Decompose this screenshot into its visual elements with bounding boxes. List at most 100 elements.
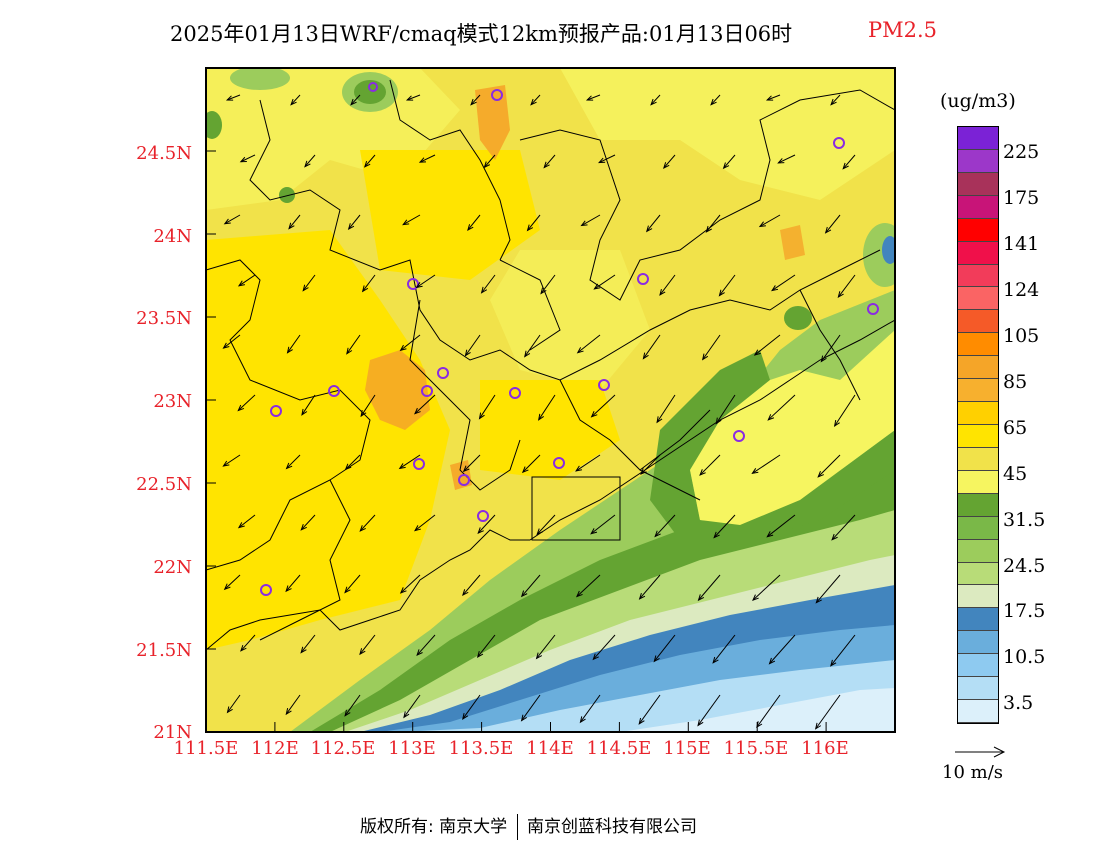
site-marker: [270, 405, 282, 417]
wind-arrow: [659, 274, 676, 296]
site-marker: [733, 430, 745, 442]
wind-arrow: [465, 334, 481, 356]
site-marker: [833, 137, 845, 149]
reference-vector-label: 10 m/s: [942, 762, 1003, 783]
colorbar-cell: [958, 447, 998, 471]
wind-arrow: [462, 694, 481, 720]
field-yellow-north: [360, 150, 540, 280]
wind-arrow: [646, 214, 661, 232]
hotspot-east: [780, 225, 805, 260]
field-patch-east: [784, 306, 812, 330]
wind-arrowhead: [638, 592, 646, 600]
wind-arrow: [702, 334, 721, 360]
wind-arrow: [484, 154, 496, 168]
wind-arrowhead: [301, 408, 308, 416]
wind-arrow: [301, 394, 316, 416]
wind-arrow: [400, 574, 421, 594]
wind-arrowhead: [415, 282, 423, 289]
site-marker: [553, 457, 565, 469]
wind-arrow: [302, 274, 316, 291]
wind-arrow: [598, 154, 616, 163]
lat-label: 21.5N: [136, 640, 192, 661]
wind-arrow: [345, 454, 361, 470]
wind-arrowhead: [535, 652, 543, 660]
wind-arrow: [399, 454, 421, 469]
wind-arrow: [224, 214, 241, 225]
wind-arrowhead: [752, 594, 759, 601]
wind-arrowhead: [699, 469, 706, 476]
lat-label: 24N: [153, 226, 192, 247]
wind-arrow: [581, 214, 601, 226]
wind-arrowhead: [403, 711, 410, 719]
wind-arrowhead: [300, 646, 307, 654]
wind-arrowhead: [753, 349, 761, 356]
wind-arrow: [540, 274, 556, 294]
wind-arrowhead: [237, 280, 245, 287]
colorbar-label: 65: [1003, 417, 1028, 439]
colorbar-cell: [958, 700, 998, 723]
wind-arrow: [348, 214, 361, 230]
colorbar-cell: [958, 608, 998, 632]
wind-arrow: [590, 514, 616, 535]
wind-arrowhead: [402, 219, 410, 226]
wind-arrow: [344, 694, 361, 716]
wind-arrow: [653, 634, 676, 662]
wind-arrowhead: [536, 528, 543, 536]
wind-arrowhead: [462, 712, 469, 720]
wind-arrowhead: [239, 156, 247, 163]
colorbar-cell: [958, 241, 998, 265]
colorbar-cell: [958, 264, 998, 288]
wind-arrowhead: [830, 98, 837, 106]
wind-arrow: [240, 634, 256, 652]
wind-arrow: [527, 214, 541, 231]
lon-label: 115E: [663, 738, 711, 759]
wind-arrowhead: [653, 655, 660, 663]
wind-arrowhead: [638, 717, 645, 725]
wind-arrowhead: [697, 594, 705, 602]
colorbar-label: 175: [1003, 187, 1040, 209]
wind-arrow: [521, 694, 541, 721]
wind-arrow: [285, 574, 301, 592]
lon-label: 111.5E: [173, 738, 239, 759]
wind-arrow: [766, 94, 781, 101]
wind-arrowhead: [543, 161, 550, 169]
wind-arrow: [837, 274, 856, 298]
wind-arrowhead: [346, 347, 353, 355]
wind-arrowhead: [713, 531, 720, 539]
wind-arrowhead: [418, 157, 427, 163]
wind-arrow: [699, 454, 721, 476]
wind-arrowhead: [462, 465, 470, 473]
colorbar-cell: [958, 677, 998, 701]
wind-arrowhead: [414, 407, 421, 415]
wind-arrow: [287, 334, 301, 353]
wind-arrowhead: [399, 344, 407, 352]
site-marker: [509, 387, 521, 399]
wind-arrowhead: [590, 411, 598, 418]
axis-ticks: [205, 150, 827, 733]
site-marker: [437, 367, 449, 379]
wind-arrowhead: [300, 524, 307, 531]
wind-arrow: [238, 274, 256, 287]
wind-arrow: [640, 454, 661, 475]
wind-arrowhead: [662, 162, 670, 169]
wind-arrow: [524, 334, 541, 357]
wind-arrow: [223, 454, 241, 467]
wind-arrow: [712, 634, 736, 664]
colorbar-label: 124: [1003, 279, 1040, 301]
wind-arrowhead: [768, 657, 776, 665]
wind-arrow: [697, 694, 721, 726]
site-marker: [260, 584, 272, 596]
wind-arrow: [467, 214, 481, 231]
field-green-tongue: [650, 350, 895, 545]
lat-label: 21N: [153, 722, 192, 743]
wind-arrowhead: [642, 352, 649, 360]
site-marker: [458, 474, 470, 486]
colorbar-cell: [958, 493, 998, 517]
wind-arrow: [752, 454, 781, 474]
wind-arrowhead: [285, 462, 293, 470]
field-yellow-tongue: [690, 330, 895, 525]
wind-arrowhead: [645, 225, 653, 233]
site-marker: [637, 273, 649, 285]
wind-arrowhead: [585, 95, 594, 101]
site-marker: [421, 385, 433, 397]
